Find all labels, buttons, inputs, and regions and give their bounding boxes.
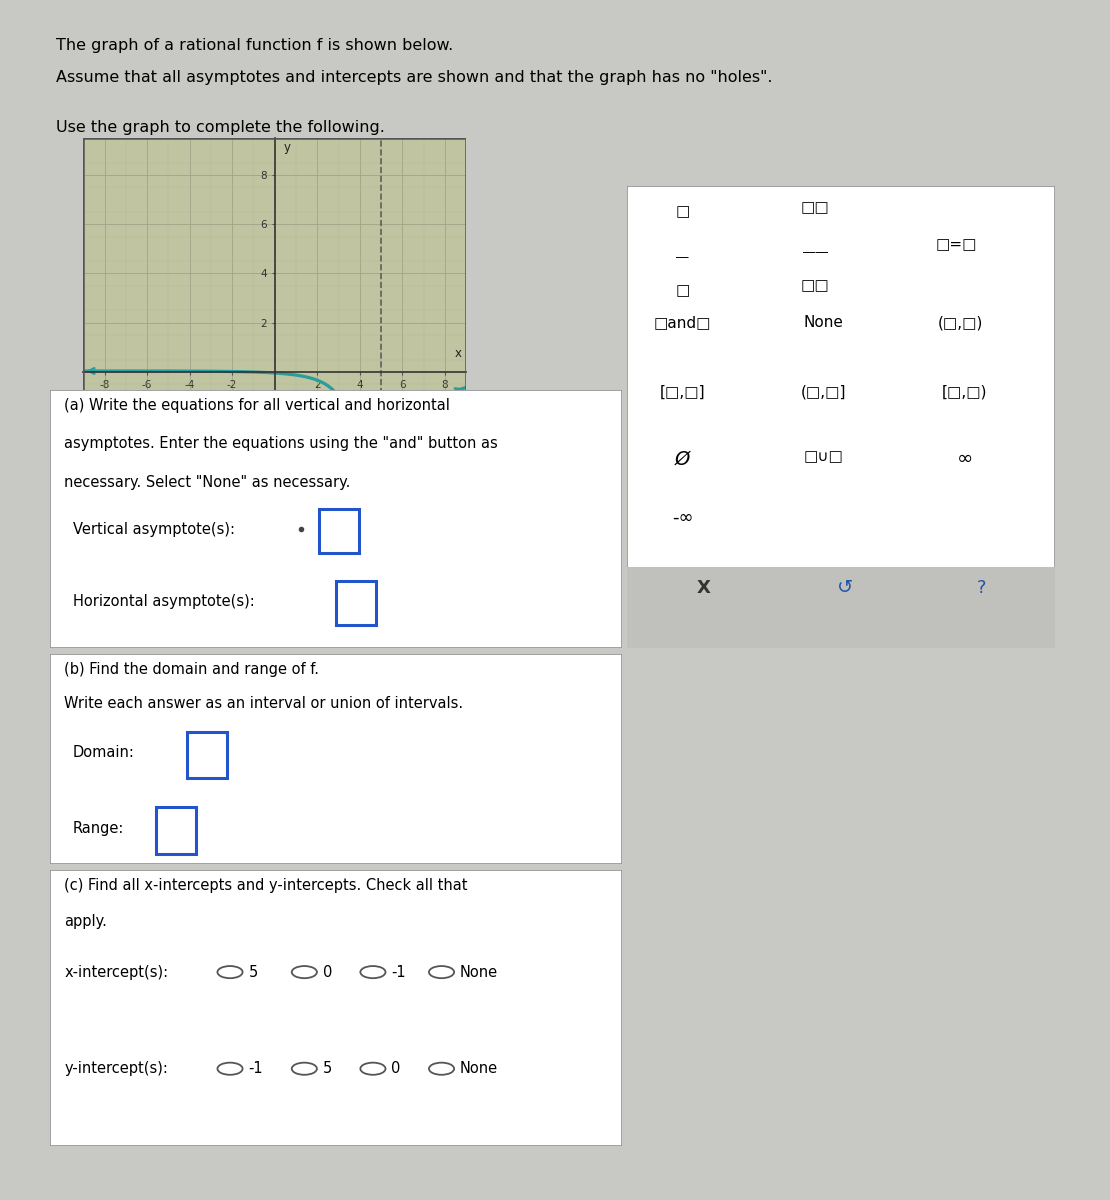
Text: X: X (697, 578, 712, 596)
Text: ?: ? (977, 578, 987, 596)
Bar (155, 808, 195, 853)
Text: apply.: apply. (64, 914, 108, 929)
Text: (b) Find the domain and range of f.: (b) Find the domain and range of f. (64, 662, 320, 677)
Text: asymptotes. Enter the equations using the "and" button as: asymptotes. Enter the equations using th… (64, 437, 498, 451)
Text: Horizontal asymptote(s):: Horizontal asymptote(s): (73, 594, 254, 610)
Text: (□,□]: (□,□] (801, 385, 847, 400)
Text: (□,□): (□,□) (938, 316, 983, 330)
Bar (627, 568, 1054, 648)
Text: 5: 5 (249, 965, 258, 979)
Text: 0: 0 (323, 965, 332, 979)
Text: ∞: ∞ (957, 449, 972, 468)
Text: Use the graph to complete the following.: Use the graph to complete the following. (56, 120, 384, 134)
Text: Ø: Ø (675, 449, 690, 468)
Text: □: □ (676, 204, 690, 220)
Text: [□,□): [□,□) (942, 385, 988, 400)
Text: Vertical asymptote(s):: Vertical asymptote(s): (73, 522, 235, 536)
Bar (319, 509, 359, 552)
Text: (c) Find all x-intercepts and y-intercepts. Check all that: (c) Find all x-intercepts and y-intercep… (64, 878, 467, 893)
Text: None: None (460, 965, 498, 979)
Text: □and□: □and□ (654, 316, 712, 330)
Text: □□: □□ (800, 278, 829, 293)
Text: The graph of a rational function f is shown below.: The graph of a rational function f is sh… (56, 38, 453, 53)
Text: y-intercept(s):: y-intercept(s): (64, 1061, 168, 1076)
Text: (a) Write the equations for all vertical and horizontal: (a) Write the equations for all vertical… (64, 397, 451, 413)
Text: □□: □□ (800, 200, 829, 215)
Text: necessary. Select "None" as necessary.: necessary. Select "None" as necessary. (64, 475, 351, 490)
Text: [□,□]: [□,□] (659, 385, 706, 400)
Text: -1: -1 (249, 1061, 263, 1076)
Bar (83, 138, 466, 606)
Bar (335, 581, 376, 625)
Text: □: □ (676, 283, 690, 298)
Text: -∞: -∞ (672, 509, 694, 527)
Text: □=□: □=□ (936, 236, 977, 252)
Text: 0: 0 (391, 1061, 401, 1076)
Text: 5: 5 (323, 1061, 332, 1076)
Text: -1: -1 (391, 965, 406, 979)
Text: Domain:: Domain: (73, 745, 134, 761)
Text: None: None (804, 316, 844, 330)
Text: ――: ―― (803, 246, 828, 259)
Text: ―: ― (676, 251, 689, 264)
Text: x: x (454, 347, 461, 360)
Text: None: None (460, 1061, 498, 1076)
Text: Range:: Range: (73, 821, 124, 835)
Text: Write each answer as an interval or union of intervals.: Write each answer as an interval or unio… (64, 696, 463, 710)
Text: □∪□: □∪□ (804, 449, 844, 464)
Text: x-intercept(s):: x-intercept(s): (64, 965, 169, 979)
Text: ↺: ↺ (837, 578, 854, 598)
Text: y: y (283, 142, 290, 155)
Text: Assume that all asymptotes and intercepts are shown and that the graph has no "h: Assume that all asymptotes and intercept… (56, 70, 771, 84)
Bar (188, 732, 228, 778)
